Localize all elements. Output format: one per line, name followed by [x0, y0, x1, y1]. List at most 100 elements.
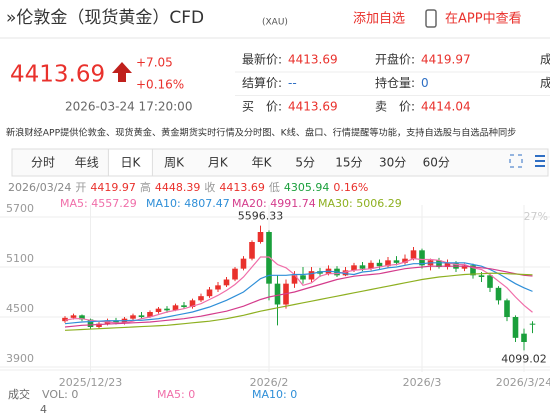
- candle-body: [470, 265, 476, 276]
- candle-body: [402, 258, 408, 263]
- candle-body: [308, 271, 315, 280]
- candle-body: [198, 296, 204, 301]
- volume-tick: 4: [40, 403, 47, 416]
- candle-body: [521, 333, 527, 342]
- volume-legend: MA5: 0: [157, 388, 195, 401]
- candle-body: [215, 285, 221, 290]
- summary-text: 开: [75, 181, 86, 194]
- field-label: 卖 价:: [375, 100, 415, 114]
- field-value: 4413.69: [288, 53, 338, 67]
- candle-body: [385, 260, 391, 267]
- candle-body: [342, 270, 349, 276]
- field-label: 成: [540, 76, 550, 90]
- candle-body: [359, 265, 366, 269]
- candle-body: [164, 308, 170, 311]
- phone-icon: [425, 9, 437, 28]
- candle-body: [240, 258, 247, 269]
- ma-legend: MA20: 4991.74: [232, 197, 316, 210]
- volume-title: 成交: [8, 387, 30, 401]
- price: 4413.69: [10, 62, 105, 88]
- candle-body: [512, 317, 519, 338]
- field-label: 买 价:: [242, 100, 282, 114]
- candle-body: [410, 250, 417, 259]
- field-value: 4419.97: [421, 53, 471, 67]
- x-tick-label: 2026/3: [403, 376, 442, 389]
- tab[interactable]: 年K: [252, 156, 273, 170]
- candle-body: [113, 320, 119, 323]
- tab[interactable]: 年线: [75, 156, 99, 170]
- open-app[interactable]: 在APP中查看: [445, 11, 522, 27]
- candle-body: [79, 315, 85, 320]
- candle-body: [147, 312, 153, 317]
- candle-body: [155, 308, 162, 312]
- volume-legend: MA10: 0: [252, 388, 297, 401]
- candle-body: [138, 315, 145, 317]
- candle-body: [172, 305, 179, 311]
- summary-text: 4305.94: [284, 181, 330, 194]
- y-tick-label: 5700: [6, 202, 34, 215]
- candle-body: [504, 300, 510, 317]
- active-tab[interactable]: [107, 148, 153, 177]
- candle-body: [206, 289, 213, 297]
- annotation: 5596.33: [238, 210, 284, 223]
- candle-body: [232, 268, 238, 280]
- candle-body: [87, 319, 94, 327]
- code: (XAU): [262, 18, 288, 28]
- settings-icon[interactable]: [535, 155, 545, 167]
- candle-body: [257, 232, 264, 242]
- summary-text: 收: [204, 180, 215, 194]
- candle-body: [266, 232, 272, 284]
- y-tick-label: 4500: [6, 302, 34, 315]
- ma-legend: MA5: 4557.29: [60, 197, 137, 210]
- candle-body: [62, 317, 68, 322]
- summary-text: 4413.69: [219, 181, 265, 194]
- ma-line: [64, 262, 533, 325]
- candle-body: [249, 242, 255, 259]
- description: 新浪财经APP提供伦敦金、现货黄金、黄金期货实时行情及分时图、K线、盘口、行情提…: [6, 127, 516, 139]
- tab[interactable]: 周K: [164, 156, 185, 170]
- tab[interactable]: 日K: [120, 156, 141, 170]
- tab[interactable]: 30分: [379, 156, 406, 170]
- tab[interactable]: 60分: [423, 156, 450, 170]
- summary-text: 4448.39: [155, 181, 201, 194]
- candle-body: [300, 275, 306, 280]
- candle-body: [291, 275, 298, 284]
- ma-legend: MA10: 4807.47: [146, 197, 230, 210]
- candle-body: [487, 275, 493, 288]
- field-label: 最新价:: [242, 52, 282, 67]
- annotation: 4099.02: [501, 352, 547, 365]
- candle-body: [368, 262, 374, 269]
- field-value: 4414.04: [421, 100, 471, 114]
- tab[interactable]: 分时: [31, 156, 55, 170]
- y-tick-label: 5100: [6, 252, 34, 265]
- add-watch[interactable]: 添加自选: [353, 12, 405, 27]
- field-label: 持仓量:: [375, 75, 415, 90]
- ma-line: [64, 272, 533, 331]
- tab[interactable]: 5分: [295, 156, 315, 170]
- ma-legend: MA30: 5006.29: [318, 197, 402, 210]
- tab[interactable]: 15分: [335, 156, 362, 170]
- field-label: 开盘价:: [375, 52, 415, 67]
- change: +7.05: [136, 56, 173, 70]
- summary-text: 0.16%: [333, 181, 368, 194]
- summary-text: 高: [140, 180, 151, 194]
- candle-body: [223, 279, 230, 286]
- candle-body: [495, 287, 502, 301]
- candle-body: [478, 275, 485, 277]
- candle-body: [189, 300, 196, 307]
- fullscreen-icon[interactable]: [509, 154, 523, 168]
- summary-text: 低: [269, 181, 280, 194]
- change-pct: +0.16%: [136, 78, 184, 92]
- y-tick-label: 3900: [6, 352, 34, 365]
- title: »伦敦金（现货黄金）CFD: [6, 8, 204, 28]
- ma-line: [64, 256, 533, 324]
- tab[interactable]: 月K: [208, 156, 229, 170]
- volume-legend: VOL: 0: [42, 388, 78, 401]
- candle-body: [181, 305, 187, 307]
- field-value: --: [288, 76, 297, 90]
- up-arrow: [112, 62, 132, 82]
- tab-bar: [11, 148, 549, 177]
- candle-body: [444, 262, 451, 267]
- field-value: 0: [421, 76, 429, 90]
- candle-body: [461, 265, 468, 269]
